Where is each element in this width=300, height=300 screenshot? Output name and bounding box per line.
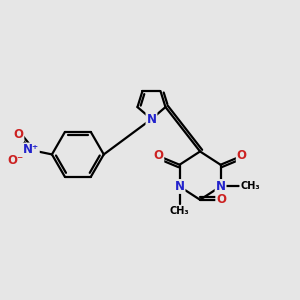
Text: O⁻: O⁻ (7, 154, 24, 167)
Text: CH₃: CH₃ (240, 182, 260, 191)
Text: O: O (153, 149, 163, 162)
Text: O: O (216, 193, 226, 206)
Text: N: N (146, 112, 157, 126)
Text: O: O (237, 149, 247, 162)
Text: CH₃: CH₃ (170, 206, 189, 216)
Text: N: N (175, 180, 184, 193)
Text: N: N (216, 180, 226, 193)
Text: N⁺: N⁺ (23, 143, 39, 157)
Text: O: O (14, 128, 23, 141)
